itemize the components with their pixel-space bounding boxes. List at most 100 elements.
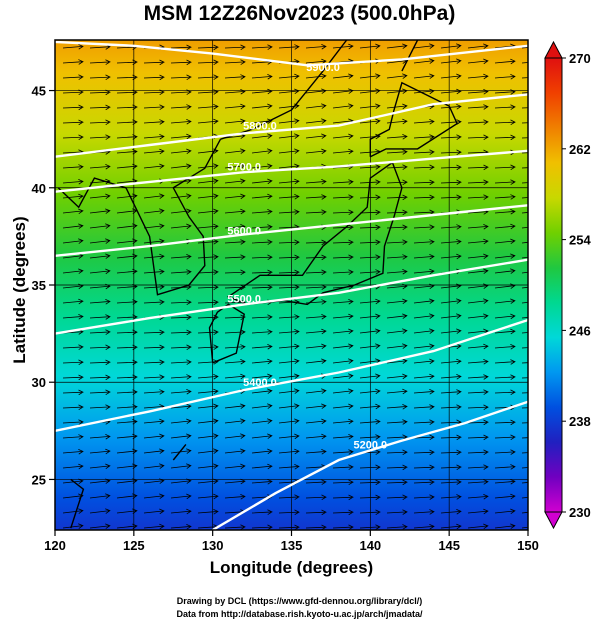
wind-arrow bbox=[251, 133, 273, 139]
wind-arrow bbox=[332, 254, 354, 261]
wind-arrow bbox=[170, 74, 192, 81]
wind-arrow bbox=[413, 164, 435, 171]
wind-arrow bbox=[413, 509, 435, 515]
wind-arrow bbox=[332, 434, 354, 440]
wind-arrow bbox=[143, 389, 165, 395]
wind-arrow bbox=[278, 524, 300, 530]
wind-arrow bbox=[494, 164, 516, 171]
y-tick-label: 45 bbox=[32, 84, 46, 99]
wind-arrow bbox=[63, 539, 83, 544]
wind-arrow bbox=[332, 298, 354, 305]
wind-arrow bbox=[467, 298, 489, 304]
wind-arrow bbox=[386, 404, 408, 410]
wind-arrow bbox=[440, 313, 462, 319]
wind-arrow bbox=[89, 493, 111, 499]
wind-arrow bbox=[170, 493, 192, 500]
wind-arrow bbox=[467, 179, 489, 186]
contour-line bbox=[55, 149, 528, 193]
wind-arrow bbox=[305, 524, 327, 530]
wind-arrow bbox=[386, 298, 408, 305]
wind-arrow bbox=[305, 418, 327, 425]
wind-arrow bbox=[278, 448, 300, 455]
wind-arrow bbox=[521, 301, 528, 304]
wind-arrow bbox=[170, 448, 192, 454]
wind-arrow bbox=[467, 479, 489, 485]
wind-arrow bbox=[62, 374, 84, 381]
wind-arrow bbox=[494, 104, 516, 110]
wind-arrow bbox=[494, 419, 516, 426]
wind-arrow bbox=[170, 418, 192, 425]
wind-arrow bbox=[224, 314, 246, 321]
wind-arrow bbox=[305, 509, 327, 516]
wind-arrow bbox=[62, 463, 84, 470]
wind-arrow bbox=[197, 299, 219, 306]
colorbar-scale bbox=[544, 57, 563, 513]
wind-arrow bbox=[305, 433, 327, 440]
wind-arrow bbox=[251, 463, 273, 470]
wind-arrow bbox=[306, 540, 326, 545]
wind-arrow bbox=[440, 73, 462, 80]
wind-arrow bbox=[305, 284, 327, 290]
wind-arrow bbox=[62, 74, 84, 80]
coastline bbox=[401, 40, 419, 72]
wind-arrow bbox=[197, 373, 219, 380]
y-tick-label: 35 bbox=[32, 278, 46, 293]
wind-arrow bbox=[89, 223, 111, 229]
wind-arrow bbox=[224, 178, 246, 184]
wind-arrow bbox=[143, 163, 165, 170]
wind-arrow bbox=[197, 239, 219, 245]
wind-arrow bbox=[467, 313, 489, 319]
wind-arrow bbox=[170, 254, 192, 260]
wind-arrow bbox=[170, 374, 192, 380]
wind-arrow bbox=[251, 358, 273, 365]
wind-arrow bbox=[413, 43, 435, 49]
wind-arrow bbox=[251, 178, 273, 185]
wind-arrow bbox=[89, 134, 111, 140]
wind-arrow bbox=[413, 373, 435, 380]
wind-arrow bbox=[224, 329, 246, 335]
wind-arrow bbox=[359, 103, 381, 109]
wind-arrow bbox=[440, 464, 462, 471]
wind-arrow bbox=[333, 540, 353, 545]
wind-vectors bbox=[62, 43, 528, 545]
wind-arrow bbox=[90, 539, 110, 544]
wind-arrow bbox=[62, 508, 84, 514]
wind-arrow bbox=[224, 448, 246, 454]
wind-arrow bbox=[413, 253, 435, 260]
wind-arrow bbox=[278, 118, 300, 124]
wind-arrow bbox=[197, 178, 219, 184]
wind-arrow bbox=[521, 437, 528, 439]
wind-arrow bbox=[89, 208, 111, 214]
wind-arrow bbox=[494, 313, 516, 320]
wind-arrow bbox=[197, 329, 219, 336]
wind-arrow bbox=[521, 392, 528, 394]
contour-line bbox=[55, 40, 528, 67]
wind-arrow bbox=[440, 119, 462, 125]
wind-arrow bbox=[278, 284, 300, 291]
wind-arrow bbox=[332, 179, 354, 185]
wind-arrow bbox=[440, 149, 462, 156]
wind-arrow bbox=[143, 448, 165, 454]
wind-arrow bbox=[89, 238, 111, 244]
wind-arrow bbox=[143, 253, 165, 260]
wind-arrow bbox=[386, 343, 408, 349]
wind-arrow bbox=[305, 148, 327, 155]
wind-arrow bbox=[413, 464, 435, 471]
wind-arrow bbox=[467, 389, 489, 395]
wind-arrow bbox=[224, 524, 246, 530]
wind-arrow bbox=[278, 194, 300, 200]
wind-arrow bbox=[143, 523, 165, 530]
wind-arrow bbox=[170, 118, 192, 125]
wind-arrow bbox=[170, 208, 192, 214]
wind-arrow bbox=[224, 478, 246, 485]
wind-arrow bbox=[521, 286, 528, 289]
wind-arrow bbox=[89, 508, 111, 514]
wind-arrow bbox=[332, 464, 354, 470]
wind-arrow bbox=[278, 314, 300, 320]
colorbar-tick-label: 238 bbox=[569, 414, 591, 429]
wind-arrow bbox=[170, 163, 192, 169]
wind-arrow bbox=[521, 152, 528, 154]
wind-arrow bbox=[440, 238, 462, 245]
wind-arrow bbox=[494, 374, 516, 380]
